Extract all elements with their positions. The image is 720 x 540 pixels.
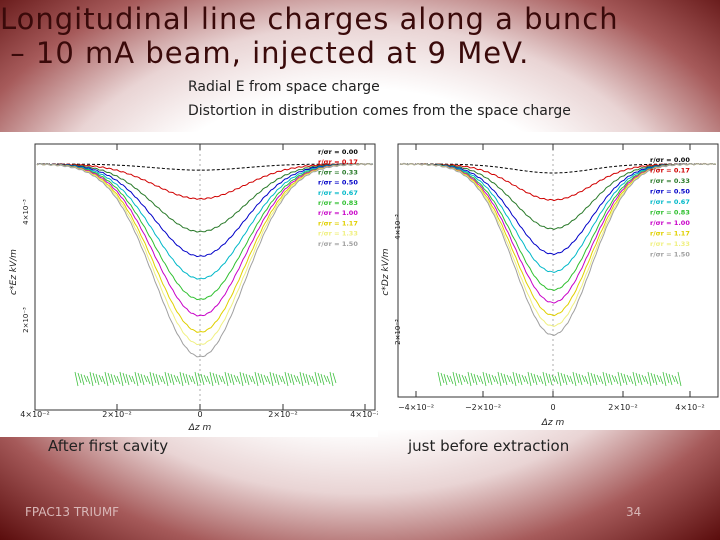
series-line [36,162,374,233]
legend-entry: r/σr = 0.17 [318,158,358,166]
legend-entry: r/σr = 1.00 [650,219,690,227]
legend-entry: r/σr = 1.33 [650,240,690,248]
y-tick-label: 4×10⁻³ [22,199,30,225]
legend-entry: r/σr = 0.50 [650,188,690,196]
plot-right: −4×10⁻² −2×10⁻² 0 2×10⁻² 4×10⁻² Δz m c*Dz kV/m… [378,132,720,430]
scatter-band [74,371,337,387]
x-tick-label: 2×10⁻² [102,410,131,419]
plot-left: 4×10⁻² 2×10⁻² 0 2×10⁻² 4×10⁻² Δz m c*Ez kV/m 4×… [0,132,380,437]
footer-text: FPAC13 TRIUMF [25,505,120,519]
legend-entry: r/σr = 0.00 [650,156,690,164]
x-tick-label: 4×10⁻² [350,410,378,419]
caption-right: just before extraction [408,437,570,455]
legend-entry: r/σr = 0.83 [650,209,690,217]
series-line [37,163,373,171]
legend-entry: r/σr = 1.50 [650,251,690,259]
legend-entry: r/σr = 1.17 [650,230,690,238]
x-axis-label: Δz m [188,423,212,433]
x-tick-label: 0 [550,403,555,412]
legend-entry: r/σr = 1.50 [318,240,358,248]
x-tick-label: 4×10⁻² [20,410,49,419]
caption-left: After first cavity [48,437,169,455]
plot-frame [397,143,719,398]
y-tick-label: 2×10⁻³ [394,319,402,345]
y-tick-label: 4×10⁻³ [394,214,402,240]
legend-entry: r/σr = 0.83 [318,199,358,207]
x-tick-label: 4×10⁻² [675,403,704,412]
legend-entry: r/σr = 0.17 [650,167,690,175]
legend-entry: r/σr = 0.50 [318,179,358,187]
scatter-band [437,371,682,387]
title-line-1: Longitudinal line charges along a bunch [0,2,619,36]
legend-entry: r/σr = 0.67 [318,189,358,197]
x-tick-label: 2×10⁻² [268,410,297,419]
legend-entry: r/σr = 1.33 [318,230,358,238]
x-tick-label: 2×10⁻² [608,403,637,412]
y-axis-label: c*Dz kV/m [381,248,391,295]
legend-entry: r/σr = 0.00 [318,148,358,156]
y-axis-label: c*Ez kV/m [9,249,19,295]
x-tick-label: 0 [197,410,202,419]
page-number: 34 [626,505,642,519]
title-line-2: – 10 mA beam, injected at 9 MeV. [0,36,530,70]
series-line [36,162,374,200]
series-line [36,163,374,258]
series-line [36,163,374,280]
legend-entry: r/σr = 1.00 [318,209,358,217]
subtitle-line-2: Distortion in distribution comes from th… [188,103,571,119]
chart-right: −4×10⁻² −2×10⁻² 0 2×10⁻² 4×10⁻² Δz m c*Dz kV/m… [381,143,719,428]
x-tick-label: −2×10⁻² [465,403,501,412]
legend-entry: r/σr = 0.67 [650,198,690,206]
x-axis-label: Δz m [541,418,565,428]
legend-entry: r/σr = 1.17 [318,219,358,227]
plot-frame [34,143,376,411]
subtitle-line-1: Radial E from space charge [188,79,380,95]
chart-left: 4×10⁻² 2×10⁻² 0 2×10⁻² 4×10⁻² Δz m c*Ez kV/m 4×… [9,143,380,433]
legend-entry: r/σr = 0.33 [318,168,358,176]
legend-entry: r/σr = 0.33 [650,177,690,185]
slide-title: Longitudinal line charges along a bunch … [0,2,720,70]
series-line [36,163,374,358]
series-line [399,162,717,337]
x-tick-label: −4×10⁻² [398,403,434,412]
y-tick-label: 2×10⁻³ [22,307,30,333]
